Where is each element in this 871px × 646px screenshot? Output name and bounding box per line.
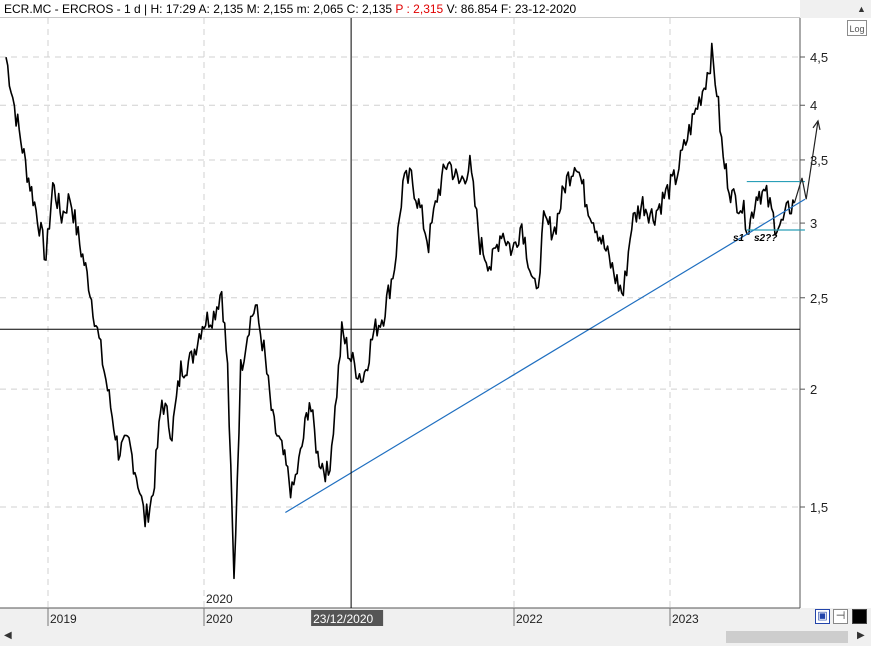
- y-tick-label: 1,5: [810, 500, 828, 515]
- x-tick-label: 2022: [516, 612, 543, 626]
- close-value: C: 2,135: [346, 2, 393, 16]
- y-tick-label: 2: [810, 382, 817, 397]
- x-tick-label: 2019: [50, 612, 77, 626]
- up-arrow-icon[interactable]: ▲: [857, 4, 866, 14]
- y-tick-label: 2,5: [810, 291, 828, 306]
- price-series: [5, 42, 796, 580]
- color-box-icon[interactable]: [852, 609, 867, 624]
- cursor-price-value: P : 2,315: [395, 2, 444, 16]
- projection-arrowhead: [812, 119, 821, 131]
- y-axis-panel: [800, 18, 871, 608]
- x-tick-label: 2023: [672, 612, 699, 626]
- right-arrow-icon[interactable]: ▶: [857, 630, 865, 641]
- low-value: m: 2,065: [296, 2, 344, 16]
- log-scale-button[interactable]: Log: [847, 20, 867, 36]
- annotation-s2: s2??: [754, 233, 777, 244]
- price-line: [5, 42, 796, 580]
- drawings: [285, 119, 821, 514]
- time-value: H: 17:29: [150, 2, 196, 16]
- y-tick-label: 4,5: [810, 50, 828, 65]
- axes: [0, 18, 871, 627]
- scrollbar-thumb[interactable]: [726, 631, 848, 643]
- annotations: s1 s2??: [733, 233, 777, 244]
- x-axis-panel: [0, 608, 871, 627]
- save-icon[interactable]: ▣: [815, 609, 830, 624]
- x-ticks: 2019 2020 2022 2023 2020: [47, 592, 699, 626]
- projection-path: [793, 120, 819, 204]
- crosshair: 23/12/2020: [0, 18, 800, 626]
- open-value: A: 2,135: [198, 2, 244, 16]
- date-value: F: 23-12-2020: [500, 2, 577, 16]
- high-value: M: 2,155: [246, 2, 294, 16]
- ticker-label: ECR.MC - ERCROS - 1 d: [4, 2, 141, 16]
- x-tick-label: 2020: [206, 592, 233, 606]
- y-ticks: 1,5 2 2,5 3 3,5 4 4,5: [800, 50, 828, 515]
- y-tick-label: 4: [810, 98, 817, 113]
- cursor-date-box: [311, 610, 384, 626]
- x-tick-label: 2020: [206, 612, 233, 626]
- y-tick-label: 3,5: [810, 153, 828, 168]
- horizontal-scrollbar[interactable]: [14, 631, 854, 643]
- volume-value: V: 86.854: [446, 2, 498, 16]
- quote-header: ECR.MC - ERCROS - 1 d | H: 17:29 A: 2,13…: [0, 0, 800, 18]
- left-arrow-icon[interactable]: ◀: [4, 630, 12, 641]
- grid: [0, 18, 800, 608]
- pin-icon[interactable]: ⊣: [833, 609, 848, 624]
- annotation-s1: s1: [733, 233, 745, 244]
- cursor-date-label: 23/12/2020: [313, 612, 373, 626]
- y-tick-label: 3: [810, 216, 817, 231]
- plot-area: [0, 18, 800, 608]
- trendline: [285, 198, 806, 514]
